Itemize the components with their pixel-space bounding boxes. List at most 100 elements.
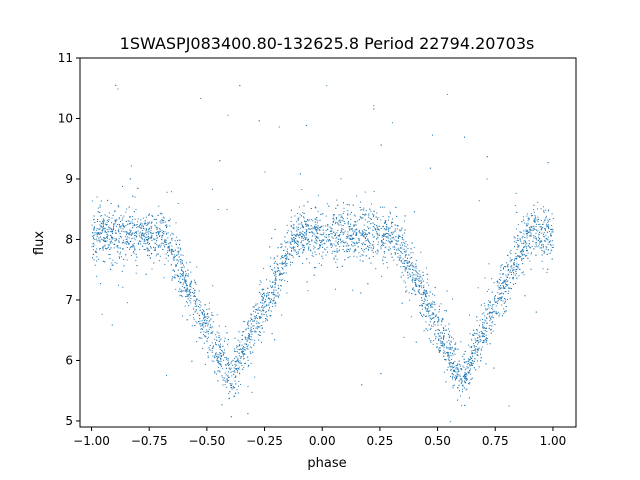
data-point <box>539 238 541 239</box>
data-point <box>470 373 472 375</box>
data-point <box>366 234 368 235</box>
data-point <box>319 233 321 235</box>
data-point <box>235 383 237 385</box>
data-point <box>507 292 509 294</box>
data-point <box>451 363 453 365</box>
data-point <box>259 331 261 333</box>
data-point <box>404 245 406 247</box>
data-point <box>240 356 242 357</box>
data-point <box>228 380 230 382</box>
data-point <box>120 221 122 222</box>
data-point <box>534 236 536 238</box>
data-point <box>334 232 336 234</box>
data-point <box>92 232 93 234</box>
data-point <box>457 371 459 373</box>
data-point <box>222 377 224 379</box>
data-point <box>313 274 315 276</box>
data-point <box>450 369 452 371</box>
data-point <box>102 247 104 249</box>
data-point <box>497 300 499 302</box>
data-point <box>429 167 431 169</box>
data-point <box>325 225 327 227</box>
data-point <box>284 262 286 264</box>
data-point <box>215 343 217 345</box>
data-point <box>224 372 226 374</box>
data-point <box>299 232 301 234</box>
data-point <box>328 205 330 207</box>
data-point <box>529 247 531 249</box>
data-point <box>135 235 137 236</box>
data-point <box>289 246 291 248</box>
data-point <box>343 207 345 209</box>
data-point <box>168 247 170 248</box>
data-point <box>485 320 487 322</box>
data-point <box>120 227 122 229</box>
data-point <box>159 244 160 246</box>
data-point <box>145 230 147 232</box>
data-point <box>110 247 112 249</box>
data-point <box>425 304 427 306</box>
data-point <box>186 319 188 321</box>
data-point <box>467 360 469 362</box>
data-point <box>342 213 344 215</box>
data-point <box>547 162 549 164</box>
data-point <box>385 239 387 241</box>
data-point <box>463 375 465 377</box>
data-point <box>101 226 103 228</box>
data-point <box>298 249 300 251</box>
data-point <box>453 384 455 386</box>
data-point <box>135 272 137 274</box>
data-point <box>510 266 512 268</box>
data-point <box>532 235 534 237</box>
data-point <box>525 255 527 257</box>
data-point <box>490 312 492 314</box>
data-point <box>123 265 125 267</box>
data-point <box>485 309 487 311</box>
data-point <box>547 221 549 223</box>
data-point <box>341 228 343 230</box>
data-point <box>541 260 543 262</box>
data-point <box>172 258 174 260</box>
data-point <box>363 251 365 253</box>
data-point <box>222 354 224 356</box>
data-point <box>469 346 471 348</box>
data-point <box>302 225 303 227</box>
data-point <box>128 242 129 244</box>
data-point <box>255 305 257 306</box>
data-point <box>120 235 122 237</box>
data-point <box>196 341 198 342</box>
data-point <box>248 364 250 366</box>
data-point <box>99 241 101 243</box>
data-point <box>453 369 455 371</box>
data-point <box>421 281 423 283</box>
data-point <box>183 272 184 274</box>
data-point <box>154 242 156 244</box>
data-point <box>498 288 500 290</box>
data-point <box>203 311 205 313</box>
data-point <box>425 267 427 269</box>
data-point <box>392 218 393 220</box>
data-point <box>544 219 546 221</box>
data-point <box>454 353 456 355</box>
data-point <box>446 347 448 349</box>
data-point <box>280 273 282 275</box>
data-point <box>447 366 449 368</box>
data-point <box>244 354 246 355</box>
data-point <box>228 361 229 363</box>
data-point <box>286 224 288 226</box>
data-point <box>217 366 219 368</box>
data-point <box>170 248 172 250</box>
data-point <box>417 273 419 275</box>
data-point <box>441 345 443 347</box>
data-point <box>501 304 503 306</box>
data-point <box>462 365 464 367</box>
data-point <box>377 244 379 245</box>
data-point <box>338 220 340 222</box>
data-point <box>370 218 372 220</box>
data-point <box>275 278 277 280</box>
data-point <box>464 372 466 374</box>
data-point <box>474 358 476 360</box>
data-point <box>351 241 353 243</box>
data-point <box>308 228 310 230</box>
data-point <box>412 277 414 279</box>
